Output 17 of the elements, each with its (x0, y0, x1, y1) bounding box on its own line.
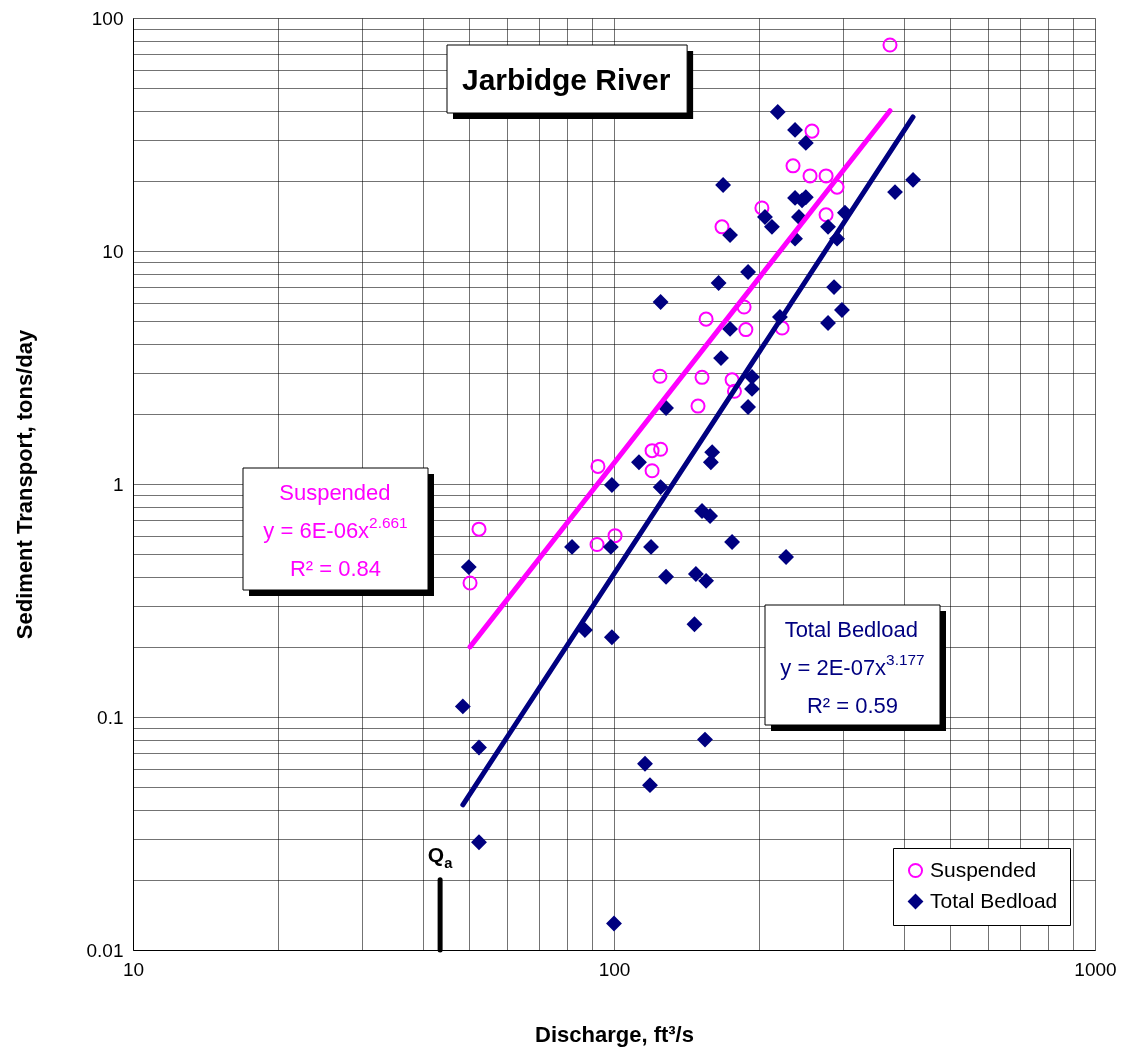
y-tick-label: 100 (91, 7, 124, 29)
y-tick-label: 10 (102, 240, 124, 262)
y-axis-title: Sediment Transport, tons/day (11, 329, 37, 640)
x-tick-label: 10 (122, 958, 145, 980)
y-tick-label: 0.01 (86, 939, 124, 961)
x-tick-label: 1000 (1074, 958, 1117, 980)
legend-label: Suspended (930, 857, 1037, 881)
y-tick-label: 1 (112, 473, 124, 495)
legend-label: Total Bedload (930, 888, 1058, 912)
text: Jarbidge River (462, 63, 671, 96)
x-axis-title: Discharge, ft³/s (535, 1021, 694, 1047)
annotation: R² = 0.84 (289, 556, 382, 581)
annotation: R² = 0.59 (806, 693, 899, 718)
x-tick-label: 100 (598, 958, 631, 980)
annotation: Suspended (279, 480, 391, 505)
annotation: Total Bedload (784, 617, 918, 642)
y-tick-label: 0.1 (97, 706, 124, 728)
